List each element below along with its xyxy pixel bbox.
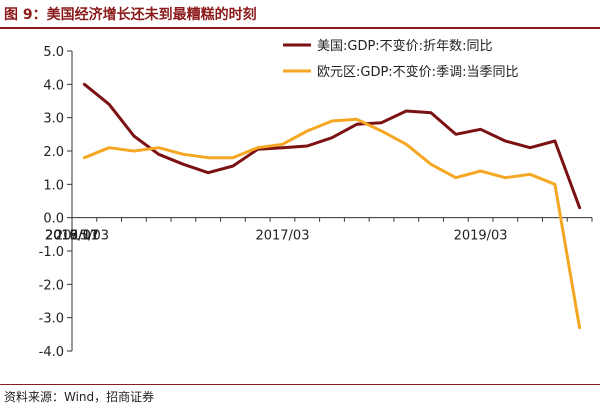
y-tick-label: 0.0 — [43, 212, 64, 227]
y-tick-label: 5.0 — [43, 45, 64, 60]
x-tick-label: 2018/07 — [45, 229, 99, 244]
x-tick-label: 2015/11 — [45, 229, 99, 244]
source-note: 资料来源：Wind，招商证券 — [4, 390, 155, 404]
x-tick-label: 2019/03 — [454, 229, 508, 244]
y-tick-label: 1.0 — [43, 178, 64, 193]
y-tick-label: 4.0 — [43, 78, 64, 93]
y-tick-label: -3.0 — [39, 312, 64, 327]
x-tick-label: 2017/03 — [255, 229, 309, 244]
line-chart: 5.0 4.0 3.0 2.0 1.0 0.0 -1.0 -2.0 -3.0 -4.0 2015/… — [39, 38, 593, 360]
y-axis: 5.0 4.0 3.0 2.0 1.0 0.0 -1.0 -2.0 -3.0 -4.0 — [39, 45, 73, 360]
legend-label: 美国:GDP:不变价:折年数:同比 — [317, 38, 492, 54]
figure-title: 图 9：美国经济增长还未到最糟糕的时刻 — [4, 7, 257, 23]
y-tick-label: 2.0 — [43, 145, 64, 160]
y-tick-label: -4.0 — [39, 345, 64, 360]
y-tick-label: -1.0 — [39, 245, 64, 260]
series-line-us — [82, 82, 582, 210]
y-tick-label: 3.0 — [43, 112, 64, 127]
y-tick-label: -2.0 — [39, 278, 64, 293]
footer-divider — [0, 384, 600, 385]
x-tick-label: 2015/03 — [55, 229, 109, 244]
x-tick-label: 2019/11 — [45, 229, 99, 244]
legend-label: 欧元区:GDP:不变价:季调:当季同比 — [317, 64, 518, 80]
title-divider — [0, 27, 600, 29]
series-lines — [82, 82, 582, 330]
x-tick-label: 2016/07 — [45, 229, 99, 244]
series-line-eurozone — [82, 117, 582, 330]
x-tick-label: 2017/11 — [45, 229, 99, 244]
